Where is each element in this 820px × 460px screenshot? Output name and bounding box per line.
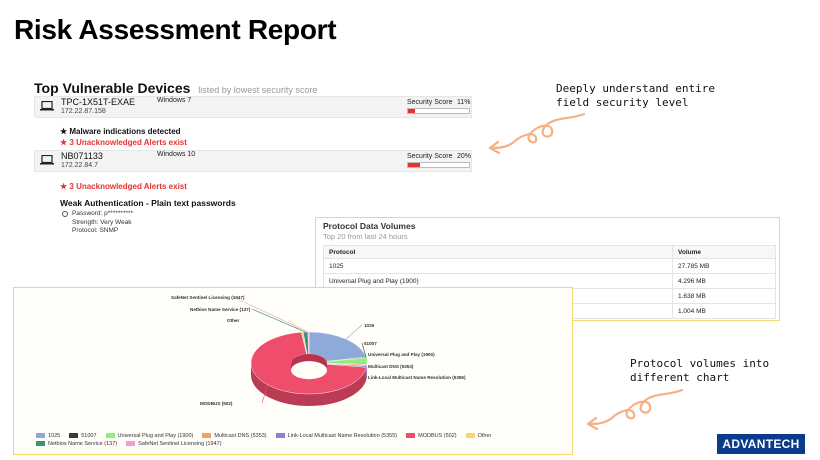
legend-swatch <box>105 433 115 439</box>
slice-label: Other <box>227 318 239 323</box>
slice-leader-line <box>261 384 269 404</box>
finding-alerts[interactable]: ★ 3 Unacknowledged Alerts exist <box>60 182 187 191</box>
curly-arrow-icon <box>586 388 684 431</box>
vulnerable-devices-heading: Top Vulnerable Devices <box>34 80 191 96</box>
legend-item[interactable]: Universal Plug and Play (1900) <box>105 432 194 440</box>
chart-legend: 1025 51007 Universal Plug and Play (1900) M… <box>36 432 576 448</box>
detail-password: Password: p********** <box>72 210 134 217</box>
curly-arrow-icon <box>488 112 586 155</box>
volume-cell: 4.296 MB <box>672 273 776 289</box>
vulnerable-devices-subtitle: listed by lowest security score <box>198 85 318 95</box>
finding-malware: ★ Malware indications detected <box>60 127 181 136</box>
column-header-volume[interactable]: Volume <box>672 245 776 259</box>
legend-label: SafeNet Sentinel Licensing (1947) <box>138 441 222 447</box>
radio-icon[interactable] <box>62 211 68 217</box>
volume-cell: 1.004 MB <box>672 303 776 319</box>
slice-leader-line <box>361 342 367 358</box>
table-header-row: Protocol Volume <box>323 245 776 259</box>
legend-swatch <box>36 441 45 447</box>
protocol-panel-subtitle: Top 20 from last 24 hours <box>323 232 408 241</box>
legend-swatch <box>465 433 475 439</box>
legend-label: MODBUS (502) <box>418 433 457 439</box>
protocol-pie-chart: 1025 51007 Universal Plug and Play (1900) M… <box>171 295 466 406</box>
slice-leader-line <box>365 366 367 378</box>
slice-leader-line <box>365 353 368 362</box>
legend-swatch <box>69 433 79 439</box>
laptop-icon <box>40 101 54 111</box>
security-score-bar <box>407 162 470 168</box>
slide-title: Risk Assessment Report <box>14 14 337 45</box>
security-score-fill <box>408 109 415 113</box>
slice-label: Link-Local Multicast Name Resolution (53… <box>368 375 466 380</box>
device-card[interactable]: NB071133 172.22.84.7 Windows 10 Security… <box>34 150 472 172</box>
legend-item[interactable]: Other <box>465 432 492 440</box>
volume-cell: 27.785 MB <box>672 258 776 274</box>
security-score-value: 20% <box>457 153 472 160</box>
security-score-label: Security Score <box>407 99 453 106</box>
legend-swatch <box>36 433 45 439</box>
legend-item[interactable]: 51007 <box>69 432 97 440</box>
protocol-cell: 1025 <box>323 258 673 274</box>
detail-protocol: Protocol: SNMP <box>72 227 119 234</box>
slice-label: SafeNet Sentinel Licensing (1947) <box>171 295 245 300</box>
security-score-fill <box>408 163 421 167</box>
legend-swatch <box>406 433 416 439</box>
protocol-pie-chart-panel: 1025 51007 Universal Plug and Play (1900) M… <box>13 287 573 455</box>
device-ip: 172.22.84.7 <box>61 162 98 169</box>
slice-label: Multicast DNS (5353) <box>368 364 414 369</box>
legend-label: Other <box>477 433 492 439</box>
device-os: Windows 7 <box>157 97 192 104</box>
legend-item[interactable]: Link-Local Multicast Name Resolution (53… <box>275 432 398 440</box>
device-card[interactable]: TPC-1X51T-EXAE 172.22.87.158 Windows 7 S… <box>34 96 472 118</box>
weak-auth-title: Weak Authentication - Plain text passwor… <box>60 198 236 208</box>
slice-label: Universal Plug and Play (1900) <box>368 352 435 357</box>
volume-cell: 1.638 MB <box>672 288 776 304</box>
legend-swatch <box>202 433 212 439</box>
legend-swatch <box>275 433 285 439</box>
table-row[interactable]: 1025 27.785 MB <box>323 258 776 274</box>
donut-hole-floor <box>291 361 327 380</box>
slice-leader-line <box>251 308 306 333</box>
legend-label: Netbios Name Service (137) <box>48 441 118 447</box>
finding-alerts[interactable]: ★ 3 Unacknowledged Alerts exist <box>60 138 187 147</box>
legend-item[interactable]: 1025 <box>36 432 60 440</box>
slice-leader-line <box>365 364 368 367</box>
device-ip: 172.22.87.158 <box>61 108 106 115</box>
advantech-logo: ADVANTECH <box>717 434 805 454</box>
security-score-bar <box>407 108 470 114</box>
security-score-label: Security Score <box>407 153 453 160</box>
table-row[interactable]: Universal Plug and Play (1900) 4.296 MB <box>323 273 776 289</box>
slice-leader-line <box>232 296 309 333</box>
legend-swatch <box>126 441 136 447</box>
legend-item[interactable]: SafeNet Sentinel Licensing (1947) <box>126 440 222 448</box>
callout-protocol-volumes: Protocol volumes into different chart <box>630 357 770 384</box>
donut-hole <box>291 354 327 371</box>
device-name: TPC-1X51T-EXAE <box>61 97 136 107</box>
detail-strength: Strength: Very Weak <box>72 218 132 226</box>
legend-item[interactable]: Multicast DNS (5353) <box>202 432 267 440</box>
callout-security-level: Deeply understand entire field security … <box>556 82 715 109</box>
slice-label: 51007 <box>364 341 377 346</box>
legend-label: Link-Local Multicast Name Resolution (53… <box>287 433 398 439</box>
column-header-protocol[interactable]: Protocol <box>323 245 673 259</box>
weak-auth-detail: Password: p********** Strength: Very Wea… <box>62 210 133 236</box>
legend-item[interactable]: MODBUS (502) <box>406 432 457 440</box>
protocol-panel-title: Protocol Data Volumes <box>323 221 416 231</box>
slice-label: Netbios Name Service (137) <box>190 307 251 312</box>
laptop-icon <box>40 155 54 165</box>
pie-slice-side <box>251 363 367 406</box>
legend-label: 51007 <box>81 433 97 439</box>
device-os: Windows 10 <box>157 151 196 158</box>
vulnerable-devices-title: Top Vulnerable Devices listed by lowest … <box>34 80 317 96</box>
legend-item[interactable]: Netbios Name Service (137) <box>36 440 117 448</box>
legend-label: 1025 <box>48 433 61 439</box>
slice-label: 1025 <box>364 323 375 328</box>
legend-label: Universal Plug and Play (1900) <box>117 433 194 439</box>
slice-label: MODBUS (502) <box>200 401 233 406</box>
security-score-value: 11% <box>457 99 471 106</box>
device-name: NB071133 <box>61 151 103 161</box>
protocol-data-volumes-panel: Protocol Data Volumes Top 20 from last 2… <box>315 217 780 321</box>
legend-label: Multicast DNS (5353) <box>214 433 267 439</box>
slice-leader-line <box>345 324 363 340</box>
